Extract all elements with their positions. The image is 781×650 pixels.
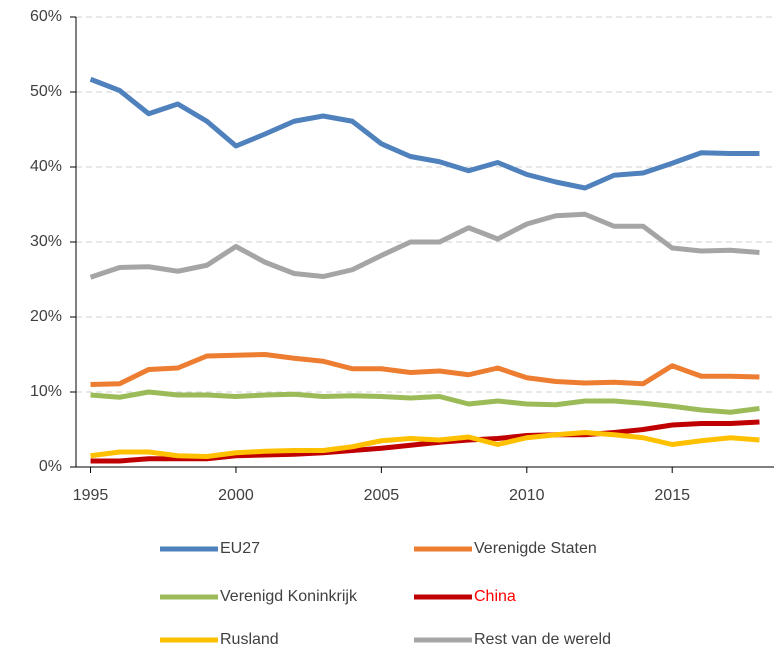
legend-label: EU27: [220, 540, 260, 557]
legend-label: Rusland: [220, 631, 279, 648]
x-tick-label: 2005: [364, 487, 400, 504]
y-tick-label: 60%: [30, 8, 62, 25]
series-line: [90, 389, 760, 415]
series-line: [89, 211, 760, 280]
y-tick-label: 30%: [30, 233, 62, 250]
y-tick-label: 10%: [30, 383, 62, 400]
legend-label: Rest van de wereld: [474, 631, 611, 648]
y-tick-label: 40%: [30, 158, 62, 175]
series-line: [90, 430, 760, 459]
series-line: [90, 352, 760, 387]
x-tick-label: 1995: [73, 487, 109, 504]
y-tick-label: 0%: [39, 458, 62, 475]
x-tick-label: 2000: [218, 487, 254, 504]
x-tick-label: 2015: [654, 487, 690, 504]
legend-label: China: [474, 588, 516, 605]
y-tick-label: 50%: [30, 83, 62, 100]
series-line: [89, 76, 760, 191]
legend-label: Verenigde Staten: [474, 540, 597, 557]
x-tick-label: 2010: [509, 487, 545, 504]
legend-label: Verenigd Koninkrijk: [220, 588, 358, 605]
y-tick-label: 20%: [30, 308, 62, 325]
